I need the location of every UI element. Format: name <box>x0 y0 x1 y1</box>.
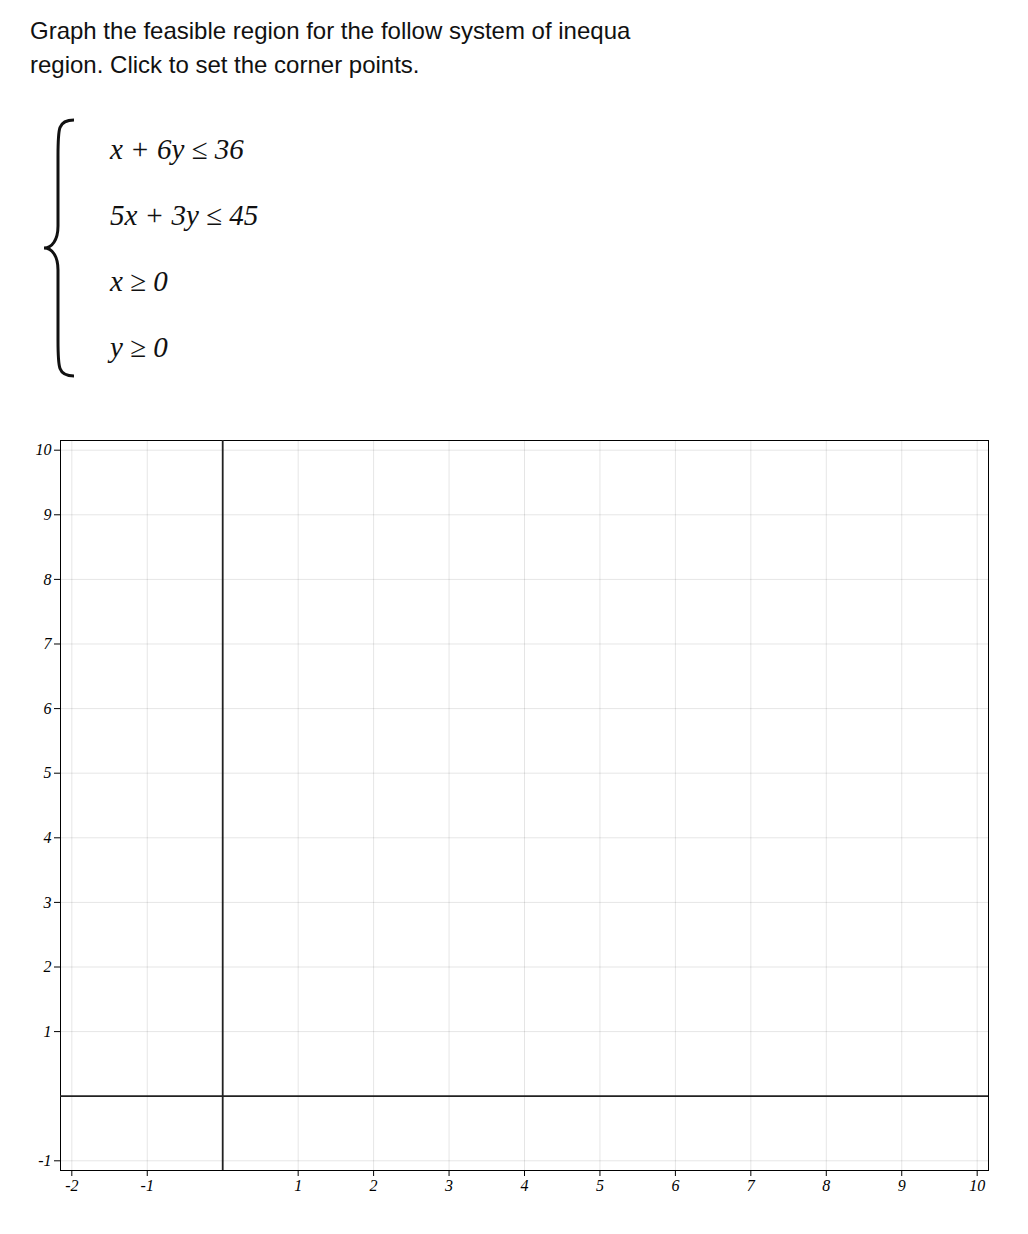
svg-text:-1: -1 <box>38 1152 51 1169</box>
svg-text:-1: -1 <box>141 1177 154 1194</box>
html-text:5x + 3y ≤ 45: 5x + 3y ≤ 45 <box>110 199 259 231</box>
svg-text:1: 1 <box>294 1177 302 1194</box>
html-text:x + 6y ≤ 36: x + 6y ≤ 36 <box>110 133 244 165</box>
svg-text:2: 2 <box>44 958 52 975</box>
svg-text:4: 4 <box>521 1177 529 1194</box>
svg-text:9: 9 <box>898 1177 906 1194</box>
svg-text:5: 5 <box>44 764 52 781</box>
svg-text:-2: -2 <box>65 1177 78 1194</box>
svg-text:8: 8 <box>44 571 52 588</box>
svg-text:6: 6 <box>671 1177 679 1194</box>
html-text:x ≥ 0: x ≥ 0 <box>110 265 168 297</box>
svg-text:7: 7 <box>44 635 53 652</box>
svg-text:10: 10 <box>36 441 52 458</box>
svg-text:2: 2 <box>370 1177 378 1194</box>
svg-text:9: 9 <box>44 506 52 523</box>
svg-text:1: 1 <box>44 1023 52 1040</box>
svg-text:6: 6 <box>44 700 52 717</box>
svg-text:3: 3 <box>43 894 52 911</box>
svg-text:5: 5 <box>596 1177 604 1194</box>
svg-text:4: 4 <box>44 829 52 846</box>
svg-text:7: 7 <box>747 1177 756 1194</box>
svg-text:3: 3 <box>444 1177 453 1194</box>
html-text:Graph the feasible region for: Graph the feasible region for the follow… <box>30 17 631 44</box>
html-text:y ≥ 0: y ≥ 0 <box>110 331 168 363</box>
svg-text:10: 10 <box>969 1177 985 1194</box>
svg-text:8: 8 <box>822 1177 830 1194</box>
html-text:region. Click to set the corne: region. Click to set the corner points. <box>30 51 420 78</box>
